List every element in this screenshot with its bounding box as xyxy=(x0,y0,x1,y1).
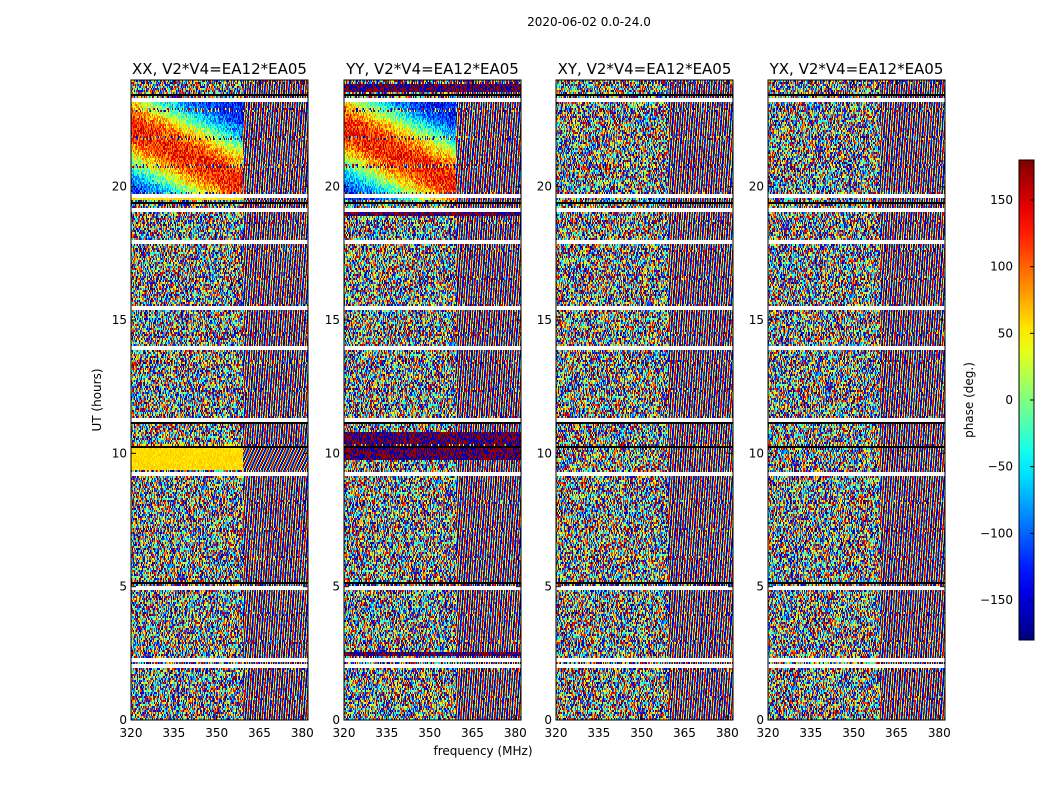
panel-xx: XX, V2*V4=EA12*EA05 320 335 350 365 380 0 5 10 15… xyxy=(112,60,314,740)
x-tick-label: 380 xyxy=(291,726,314,740)
y-tick-label: 10 xyxy=(325,446,340,460)
panel-title: XX, V2*V4=EA12*EA05 xyxy=(132,60,307,78)
y-tick-label: 20 xyxy=(325,180,340,194)
x-tick-label: 350 xyxy=(842,726,865,740)
y-tick-label: 0 xyxy=(544,713,552,727)
y-tick-label: 15 xyxy=(537,313,552,327)
panel-frame xyxy=(343,79,522,721)
colorbar: 150 100 50 0 −50 −100 −150 xyxy=(980,159,1035,641)
x-tick-label: 335 xyxy=(162,726,185,740)
y-tick-label: 10 xyxy=(537,446,552,460)
x-tick-label: 350 xyxy=(630,726,653,740)
x-tick-label: 350 xyxy=(205,726,228,740)
figure-suptitle: 2020-06-02 0.0-24.0 xyxy=(527,15,651,29)
x-tick-label: 320 xyxy=(120,726,143,740)
y-tick-label: 0 xyxy=(332,713,340,727)
y-axis-label: UT (hours) xyxy=(90,368,104,431)
x-tick-label: 380 xyxy=(716,726,739,740)
x-tick-label: 320 xyxy=(333,726,356,740)
y-tick-label: 5 xyxy=(119,580,127,594)
y-tick-label: 15 xyxy=(749,313,764,327)
y-tick-label: 10 xyxy=(749,446,764,460)
x-tick-label: 335 xyxy=(375,726,398,740)
x-tick-label: 335 xyxy=(799,726,822,740)
panels-group: XX, V2*V4=EA12*EA05 320 335 350 365 380 0 5 10 15… xyxy=(112,60,951,740)
y-tick-label: 15 xyxy=(112,313,127,327)
x-tick-label: 320 xyxy=(757,726,780,740)
y-tick-label: 10 xyxy=(112,446,127,460)
colorbar-tick-label: −50 xyxy=(988,460,1013,474)
x-tick-label: 380 xyxy=(504,726,527,740)
colorbar-tick-label: 150 xyxy=(990,193,1013,207)
x-tick-label: 365 xyxy=(248,726,271,740)
panel-frame xyxy=(130,79,309,721)
x-tick-label: 380 xyxy=(928,726,951,740)
x-tick-label: 365 xyxy=(673,726,696,740)
colorbar-label: phase (deg.) xyxy=(962,362,976,438)
x-tick-label: 335 xyxy=(587,726,610,740)
colorbar-tick-label: 100 xyxy=(990,260,1013,274)
x-axis-label: frequency (MHz) xyxy=(433,744,532,758)
y-tick-label: 5 xyxy=(332,580,340,594)
panel-frame xyxy=(555,79,734,721)
heatmap-xx xyxy=(131,80,308,720)
x-tick-label: 365 xyxy=(885,726,908,740)
panel-title: XY, V2*V4=EA12*EA05 xyxy=(558,60,732,78)
y-tick-label: 0 xyxy=(756,713,764,727)
panel-title: YY, V2*V4=EA12*EA05 xyxy=(345,60,519,78)
panel-yx: YX, V2*V4=EA12*EA05 320 335 350 365 380 0 5 10 15… xyxy=(749,60,951,740)
y-tick-label: 5 xyxy=(544,580,552,594)
y-tick-label: 5 xyxy=(756,580,764,594)
colorbar-tick-label: −100 xyxy=(980,526,1013,540)
x-tick-label: 365 xyxy=(461,726,484,740)
y-tick-label: 0 xyxy=(119,713,127,727)
panel-frame xyxy=(767,79,946,721)
y-tick-label: 20 xyxy=(749,180,764,194)
y-tick-label: 20 xyxy=(112,180,127,194)
heatmap-yy xyxy=(344,80,521,720)
x-tick-label: 320 xyxy=(545,726,568,740)
panel-yy: YY, V2*V4=EA12*EA05 320 335 350 365 380 0 5 10 15… xyxy=(325,60,527,740)
colorbar-tick-label: −150 xyxy=(980,593,1013,607)
panel-xy: XY, V2*V4=EA12*EA05 320 335 350 365 380 0 5 10 15… xyxy=(537,60,739,740)
y-tick-label: 15 xyxy=(325,313,340,327)
panel-title: YX, V2*V4=EA12*EA05 xyxy=(769,60,944,78)
heatmap-yx xyxy=(768,80,945,720)
y-tick-label: 20 xyxy=(537,180,552,194)
heatmap-xy xyxy=(556,80,733,720)
x-tick-label: 350 xyxy=(418,726,441,740)
colorbar-tick-label: 50 xyxy=(998,326,1013,340)
colorbar-tick-label: 0 xyxy=(1005,393,1013,407)
